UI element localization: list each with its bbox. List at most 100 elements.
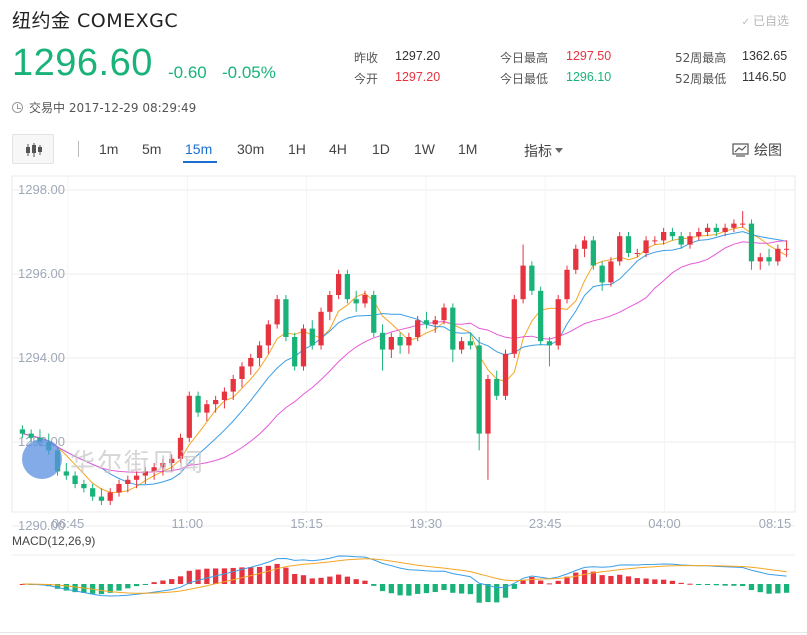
- x-tick-label: 19:30: [410, 516, 443, 531]
- stat-value: 1146.50: [742, 70, 787, 84]
- tab-5m[interactable]: 5m: [142, 141, 162, 157]
- candle-body: [204, 404, 210, 413]
- candle: [722, 223, 728, 237]
- tab-1mo[interactable]: 1M: [458, 141, 478, 157]
- active-tab-underline: [183, 161, 217, 163]
- candle-body: [740, 223, 746, 225]
- macd-bar: [107, 584, 113, 593]
- candle-body: [652, 240, 658, 242]
- candle-body: [28, 433, 34, 438]
- macd-bar: [415, 584, 421, 594]
- macd-bar: [283, 567, 289, 584]
- candle: [485, 374, 491, 480]
- candle-body: [90, 488, 96, 497]
- macd-bar: [353, 579, 359, 584]
- macd-bar: [388, 584, 394, 594]
- candle-body: [160, 463, 166, 468]
- drawing-icon: [732, 143, 749, 157]
- kline-chart[interactable]: 1298.001296.001294.001292.001290.0006:45…: [0, 172, 807, 632]
- macd-bar: [72, 584, 78, 593]
- draw-button[interactable]: 绘图: [732, 140, 782, 160]
- favorite-toggle[interactable]: ✓ 已自选: [742, 12, 789, 29]
- candle: [458, 337, 465, 354]
- tab-1d[interactable]: 1D: [372, 141, 390, 157]
- candle-body: [660, 232, 667, 241]
- candle: [239, 362, 245, 388]
- macd-dea-line: [22, 558, 787, 594]
- candle: [204, 400, 210, 421]
- candle: [783, 240, 790, 258]
- candle-body: [713, 227, 719, 232]
- candle-body: [292, 337, 298, 367]
- candle: [555, 295, 561, 350]
- tab-1h[interactable]: 1H: [288, 141, 306, 157]
- candle: [230, 374, 236, 400]
- candle-body: [476, 345, 482, 434]
- tab-1m[interactable]: 1m: [99, 141, 119, 157]
- candle-body: [643, 240, 649, 253]
- candle-body: [608, 261, 614, 283]
- candle: [573, 244, 579, 274]
- tab-30m[interactable]: 30m: [237, 141, 265, 157]
- candle-body: [265, 324, 271, 346]
- candle: [177, 433, 184, 463]
- candle: [19, 425, 26, 438]
- trading-status: 交易中 2017-12-29 08:29:49: [12, 99, 196, 116]
- candle-body: [177, 437, 184, 459]
- macd-bar: [581, 569, 588, 584]
- candle-body: [731, 223, 737, 228]
- tab-1w[interactable]: 1W: [414, 141, 435, 157]
- x-tick-label: 11:00: [172, 516, 204, 531]
- candle: [116, 479, 122, 497]
- macd-bar: [256, 566, 263, 584]
- ma5-line: [22, 226, 787, 493]
- candle-body: [529, 265, 535, 291]
- stat-52w-low: 52周最低 1146.50: [675, 70, 786, 87]
- candle-body: [116, 484, 122, 493]
- candle-body: [300, 328, 307, 367]
- candle: [660, 227, 667, 245]
- candle-body: [520, 265, 526, 300]
- candle-body: [511, 299, 517, 354]
- candle: [538, 286, 544, 346]
- candle-body: [775, 248, 781, 262]
- candle-body: [704, 227, 711, 232]
- macd-bar: [63, 584, 69, 591]
- stat-value: 1297.20: [395, 70, 441, 84]
- indicator-dropdown[interactable]: 指标: [524, 141, 563, 161]
- stat-prev-close: 昨收 1297.20: [354, 49, 440, 66]
- macd-bar: [309, 578, 315, 584]
- candle-body: [248, 358, 254, 367]
- caret-down-icon: [555, 148, 563, 153]
- candlestick-type-button[interactable]: [12, 134, 54, 164]
- candle: [608, 257, 614, 287]
- candle: [432, 316, 438, 333]
- price-change-percent: -0.05%: [222, 63, 276, 82]
- candle-body: [590, 240, 596, 266]
- tab-15m[interactable]: 15m: [185, 141, 213, 157]
- macd-bar: [450, 584, 456, 593]
- candle: [318, 307, 324, 350]
- candle: [72, 471, 78, 489]
- candle-body: [239, 366, 245, 379]
- stat-value: 1297.50: [566, 49, 612, 63]
- candle: [309, 320, 315, 350]
- candle: [327, 290, 333, 321]
- macd-bar: [397, 584, 403, 596]
- macd-bar: [529, 577, 535, 584]
- macd-bar: [740, 584, 746, 587]
- candle-body: [696, 232, 702, 237]
- tab-4h[interactable]: 4H: [329, 141, 347, 157]
- macd-bar: [538, 580, 544, 584]
- candle-body: [546, 341, 553, 346]
- candle-body: [344, 274, 351, 300]
- candle: [256, 341, 263, 367]
- macd-bar: [494, 584, 500, 603]
- x-tick-label: 23:45: [529, 516, 562, 531]
- candle: [90, 484, 96, 501]
- candle: [669, 227, 676, 241]
- candle: [652, 236, 658, 245]
- candle-body: [230, 379, 236, 392]
- macd-bar: [186, 570, 192, 584]
- candle: [625, 232, 632, 258]
